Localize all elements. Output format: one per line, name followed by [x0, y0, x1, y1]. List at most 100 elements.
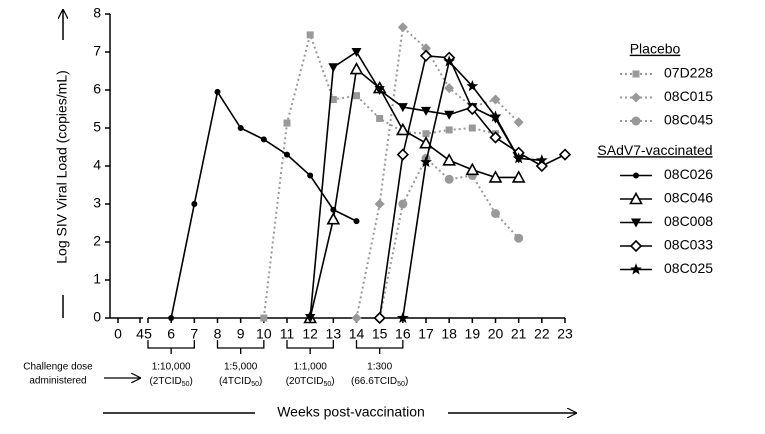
marker [465, 162, 480, 176]
marker [374, 199, 385, 209]
dose-sub: 50 [251, 381, 259, 388]
marker [420, 156, 432, 168]
marker [490, 94, 501, 105]
marker [351, 313, 362, 323]
dose-tail: ) [190, 376, 193, 387]
y-axis-label: Log SIV Viral Load (copies/mL) [54, 70, 70, 264]
dose-ratio: 1:5,000 [224, 362, 258, 373]
marker [353, 92, 360, 100]
dose-amount: (66.6TCID50) [351, 376, 408, 388]
dose-bracket [147, 340, 195, 354]
x-tick-label: 6 [167, 326, 175, 342]
dose-tail: ) [331, 376, 334, 387]
marker [445, 126, 453, 134]
x-tick-label: 23 [557, 326, 573, 342]
marker [376, 115, 384, 122]
x-tick-label: 16 [395, 326, 411, 342]
series-line [402, 59, 542, 319]
challenge-label: administered [29, 376, 86, 387]
marker [489, 131, 502, 144]
y-tick-label: 3 [93, 195, 101, 211]
legend-label: 08C008 [664, 213, 713, 229]
marker [489, 110, 502, 122]
marker [326, 212, 341, 225]
dose-bracket [286, 340, 334, 354]
legend-marker [629, 191, 643, 205]
legend-marker [631, 218, 641, 228]
x-tick-label: 15 [372, 326, 388, 342]
marker [351, 48, 362, 57]
x-tick-label: 14 [349, 326, 365, 342]
marker [442, 153, 457, 166]
legend-marker [632, 70, 640, 78]
marker [535, 154, 548, 166]
marker [488, 170, 503, 183]
y-tick-label: 1 [93, 271, 101, 287]
marker [421, 106, 431, 116]
legend-label: 08C026 [664, 166, 713, 182]
dose-text: (20TCID [286, 376, 324, 387]
dose-ratio: 1:1,000 [293, 362, 327, 373]
dose-amount: (2TCID50) [149, 376, 192, 388]
marker [396, 148, 409, 161]
marker [395, 122, 410, 136]
dose-text: (66.6TCID [351, 376, 397, 387]
marker [306, 31, 314, 39]
marker [397, 22, 408, 33]
marker [329, 96, 337, 103]
challenge-label: Challenge dose [23, 362, 93, 373]
marker [168, 315, 175, 321]
x-tick-label: 21 [511, 326, 527, 342]
legend-marker [630, 263, 642, 275]
marker [260, 314, 268, 322]
marker [466, 102, 479, 116]
y-tick-label: 8 [93, 5, 101, 21]
dose-tail: ) [259, 376, 262, 387]
x-tick-label: 18 [441, 326, 457, 342]
series-line [309, 50, 520, 319]
legend-marker [631, 116, 641, 126]
x-tick-label: 9 [237, 326, 245, 342]
x-axis-label: Weeks post-vaccination [277, 404, 425, 420]
series-line [378, 54, 566, 319]
x-tick-label: 13 [326, 326, 342, 342]
x-tick-label: 10 [256, 326, 272, 342]
dose-amount: (4TCID50) [219, 376, 262, 388]
legend-title: SAdV7-vaccinated [597, 142, 712, 158]
dose-sub: 50 [323, 381, 331, 388]
y-tick-label: 0 [93, 309, 101, 325]
marker [373, 311, 386, 325]
marker [422, 130, 430, 138]
y-tick-label: 2 [93, 233, 101, 249]
marker [349, 61, 364, 75]
marker [444, 174, 454, 184]
marker [283, 119, 291, 127]
dose-amount: (20TCID50) [286, 376, 335, 388]
legend-marker [633, 172, 639, 179]
dose-sub: 50 [182, 381, 190, 388]
x-tick-label: 8 [214, 326, 222, 342]
marker [558, 148, 572, 161]
marker [398, 199, 408, 209]
marker [512, 152, 525, 164]
legend-label: 07D228 [664, 65, 713, 81]
marker [307, 172, 314, 179]
marker [237, 125, 244, 131]
x-tick-label: 7 [190, 326, 198, 342]
marker [513, 117, 524, 128]
dose-ratio: 1:300 [367, 362, 392, 373]
marker [191, 201, 198, 207]
marker [284, 151, 290, 158]
x-tick-label: 12 [302, 326, 318, 342]
x-tick-label: 19 [465, 326, 481, 342]
legend-label: 08C045 [664, 112, 713, 128]
y-tick-label: 4 [93, 157, 101, 173]
marker [443, 55, 456, 67]
marker [421, 43, 431, 54]
x-tick-label: 4 [136, 326, 144, 342]
series-line [355, 25, 520, 319]
x-tick-label: 5 [144, 326, 152, 342]
dose-text: (4TCID [219, 376, 251, 387]
dose-tail: ) [405, 376, 408, 387]
